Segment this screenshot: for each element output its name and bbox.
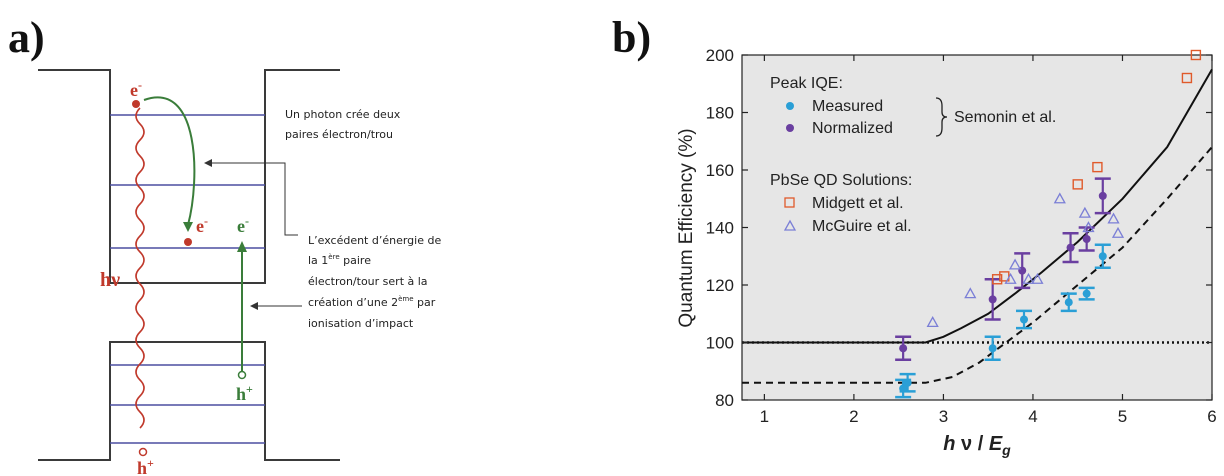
point-normalized	[1098, 191, 1107, 200]
x-tick-label: 4	[1028, 407, 1037, 426]
annotation-2-line5: ionisation d’impact	[308, 317, 414, 330]
x-tick-label: 3	[939, 407, 948, 426]
electron-dot-top	[132, 100, 140, 108]
annotation-2-line3: électron/tour sert à la	[308, 275, 428, 288]
legend-group2-title: PbSe QD Solutions:	[770, 172, 912, 189]
point-measured	[1098, 252, 1107, 261]
legend-label-mcguire: McGuire et al.	[812, 218, 912, 235]
x-tick-label: 6	[1207, 407, 1216, 426]
y-tick-label: 80	[715, 391, 734, 410]
impact-ionisation-arrow-head	[237, 241, 247, 252]
y-axis-label: Quantum Efficiency (%)	[676, 128, 697, 327]
point-mcguire	[1031, 272, 1044, 284]
electron-dot-mid-left	[184, 238, 192, 246]
valence-band-well	[38, 341, 340, 461]
hole-dot-bottom	[138, 447, 148, 457]
y-tick-label: 140	[706, 219, 734, 238]
electron-label-mid-right: e-	[237, 214, 249, 236]
hole-label-bottom: h+	[137, 456, 154, 476]
point-mcguire	[1022, 272, 1035, 284]
panel-b-label: b)	[612, 13, 651, 62]
point-mcguire	[1078, 206, 1091, 218]
point-measured	[1082, 289, 1091, 298]
legend-marker-mcguire	[783, 219, 797, 231]
point-midgett	[991, 274, 1003, 285]
point-mcguire	[926, 316, 939, 328]
legend-label-midgett: Midgett et al.	[812, 195, 904, 212]
relaxation-arrow-head	[183, 222, 193, 232]
y-tick-label: 120	[706, 276, 734, 295]
panel-b: b) 1 2 3 4 5 6 80 100 120 140 160 180 200 Quantum Ef…	[612, 13, 1217, 458]
legend-group1-title: Peak IQE:	[770, 75, 843, 92]
legend-marker-midgett	[784, 197, 795, 208]
y-tick-label: 180	[706, 104, 734, 123]
point-measured	[1020, 315, 1028, 324]
y-tick-label: 160	[706, 161, 734, 180]
photon-label: hν	[100, 269, 120, 291]
legend-bracket-label: Semonin et al.	[954, 109, 1056, 126]
model-curve-dashed	[742, 146, 1213, 384]
point-measured	[988, 344, 997, 353]
photon-wave	[135, 107, 145, 429]
point-mcguire	[964, 287, 977, 299]
annotation-2-line4: création d’une 2ème par	[308, 295, 436, 309]
conduction-band-well	[38, 69, 340, 284]
y-tick-label: 100	[706, 334, 734, 353]
x-tick-label: 5	[1118, 407, 1127, 426]
panel-a-label: a)	[8, 13, 45, 62]
point-measured	[903, 378, 912, 387]
point-mcguire	[1053, 192, 1066, 204]
point-normalized	[988, 295, 997, 304]
annotation-2-line1: L’excédent d’énergie de	[308, 234, 441, 247]
legend-label-measured: Measured	[812, 98, 883, 115]
annotation-2-bracket	[278, 162, 298, 236]
panel-a: a) hν e- e- e- h+	[8, 13, 441, 476]
x-tick-label: 1	[760, 407, 769, 426]
annotation-1-line1: Un photon crée deux	[285, 108, 401, 121]
annotation-1-pointer-head	[204, 159, 212, 167]
legend-marker-normalized	[786, 124, 794, 132]
annotation-2-line2: la 1ère paire	[308, 253, 371, 267]
x-tick-label: 2	[849, 407, 858, 426]
y-tick-label: 200	[706, 46, 734, 65]
point-mcguire	[1008, 258, 1022, 270]
point-mcguire	[1082, 221, 1095, 233]
x-axis-label: h ν / Eg	[943, 433, 1011, 458]
point-mcguire	[1107, 212, 1120, 224]
model-curves	[742, 68, 1213, 384]
relaxation-arrow	[143, 96, 196, 226]
point-mcguire	[1004, 272, 1017, 284]
point-normalized	[1066, 243, 1075, 252]
hole-label-right: h+	[236, 382, 253, 404]
point-normalized	[1082, 235, 1091, 243]
legend-bracket	[935, 97, 948, 137]
data-marks	[895, 49, 1202, 399]
electron-label-mid-left: e-	[196, 214, 208, 236]
legend-marker-measured	[786, 102, 794, 110]
model-curve-solid	[742, 68, 1213, 344]
point-midgett	[1181, 72, 1193, 84]
point-midgett	[1092, 161, 1103, 173]
hole-dot-right	[237, 370, 247, 380]
point-midgett	[1072, 179, 1083, 190]
axis-ticks: 1 2 3 4 5 6 80 100 120 140 160 180 200	[706, 46, 1217, 426]
point-mcguire	[1111, 226, 1125, 238]
annotation-1-line2: paires électron/trou	[285, 128, 393, 141]
point-midgett	[1190, 49, 1202, 61]
point-measured	[1064, 298, 1073, 307]
point-normalized	[899, 344, 908, 353]
legend: Peak IQE: Measured Normalized Semonin et…	[770, 75, 1056, 235]
annotation-2-pointer-head	[250, 302, 258, 310]
electron-label-top: e-	[130, 78, 142, 100]
legend-label-normalized: Normalized	[812, 120, 893, 137]
